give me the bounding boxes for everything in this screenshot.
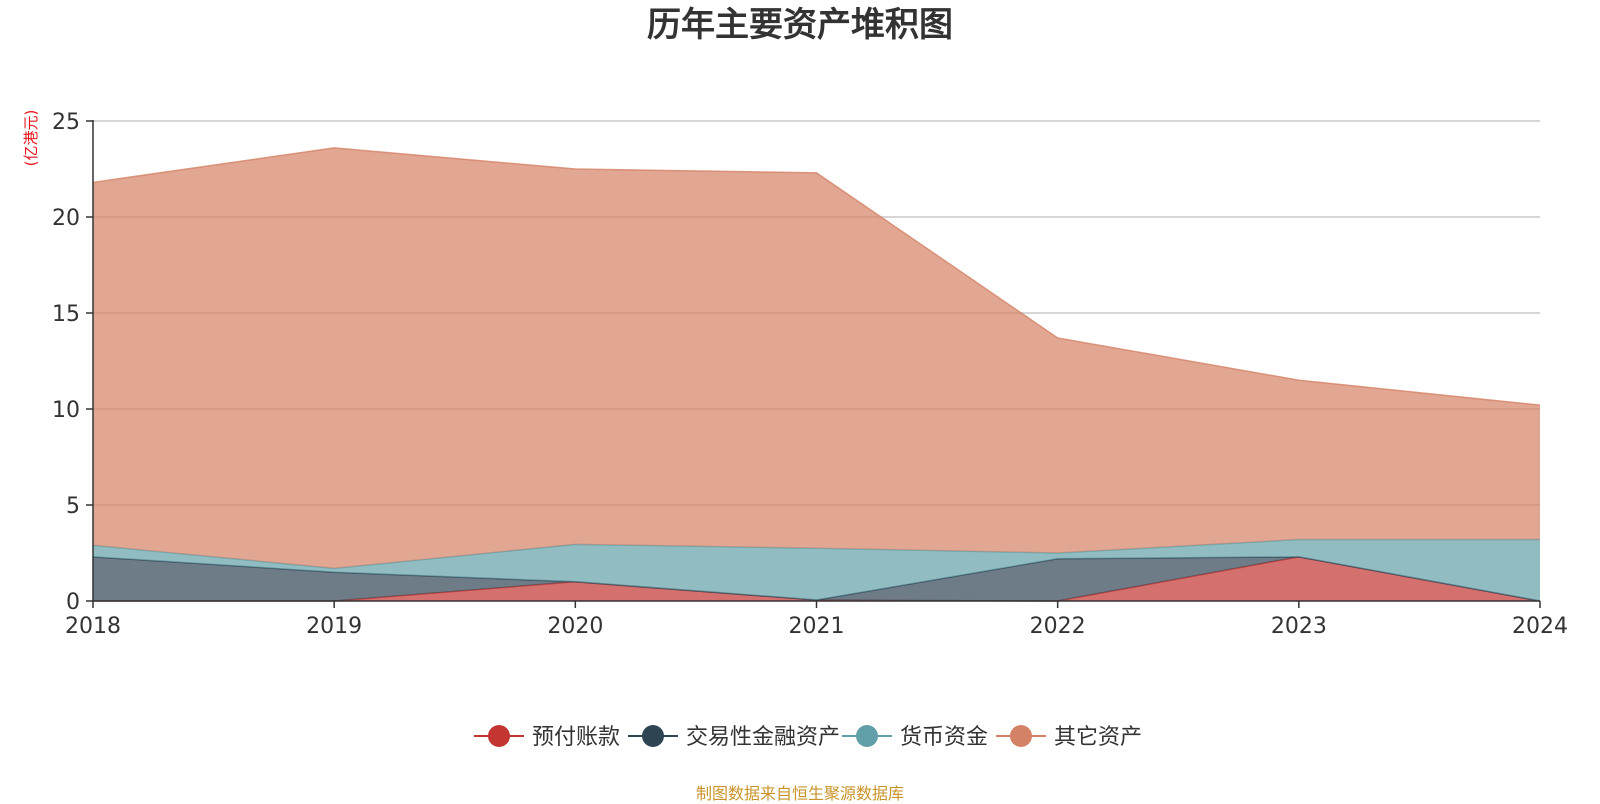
axes: 0 5 10 15 20 25 2018 2019 2020 2021 2022 2023 2024 bbox=[52, 110, 1568, 639]
x-tick-label-2023: 2023 bbox=[1271, 614, 1327, 639]
x-tick-label-2024: 2024 bbox=[1512, 614, 1568, 639]
area-series-0 bbox=[93, 556, 1540, 601]
legend-marker-2 bbox=[856, 725, 878, 747]
y-tick-label-0: 0 bbox=[66, 590, 80, 615]
chart-title: 历年主要资产堆积图 bbox=[647, 5, 953, 45]
y-tick-label-5: 5 bbox=[66, 494, 80, 519]
y-axis-unit-label: (亿港元) bbox=[22, 110, 40, 167]
y-tick-label-10: 10 bbox=[52, 398, 80, 423]
legend-label-0: 预付账款 bbox=[532, 725, 620, 750]
legend-marker-0 bbox=[488, 725, 510, 747]
legend-item-2[interactable]: 货币资金 bbox=[842, 725, 988, 750]
data-source-footer: 制图数据来自恒生聚源数据库 bbox=[695, 784, 904, 803]
legend-item-3[interactable]: 其它资产 bbox=[996, 725, 1142, 750]
legend-label-1: 交易性金融资产 bbox=[686, 725, 840, 750]
x-tick-label-2021: 2021 bbox=[789, 614, 845, 639]
x-tick-label-2022: 2022 bbox=[1030, 614, 1086, 639]
legend-marker-3 bbox=[1010, 725, 1032, 747]
legend-label-3: 其它资产 bbox=[1054, 725, 1142, 750]
area-series-edge-3 bbox=[92, 147, 1541, 406]
legend-label-2: 货币资金 bbox=[900, 725, 988, 750]
y-tick-label-25: 25 bbox=[52, 110, 80, 135]
x-tick-label-2018: 2018 bbox=[65, 614, 121, 639]
legend-item-0[interactable]: 预付账款 bbox=[474, 725, 620, 750]
area-series-2 bbox=[93, 539, 1540, 601]
y-tick-label-20: 20 bbox=[52, 206, 80, 231]
x-tick-label-2019: 2019 bbox=[306, 614, 362, 639]
area-series-layer bbox=[92, 147, 1541, 602]
area-series-3 bbox=[93, 147, 1540, 569]
x-tick-label-2020: 2020 bbox=[547, 614, 603, 639]
legend-item-1[interactable]: 交易性金融资产 bbox=[628, 725, 840, 750]
legend-marker-1 bbox=[642, 725, 664, 747]
area-series-1 bbox=[93, 556, 1540, 601]
legend: 预付账款 交易性金融资产 货币资金 其它资产 bbox=[474, 725, 1142, 750]
y-tick-label-15: 15 bbox=[52, 302, 80, 327]
